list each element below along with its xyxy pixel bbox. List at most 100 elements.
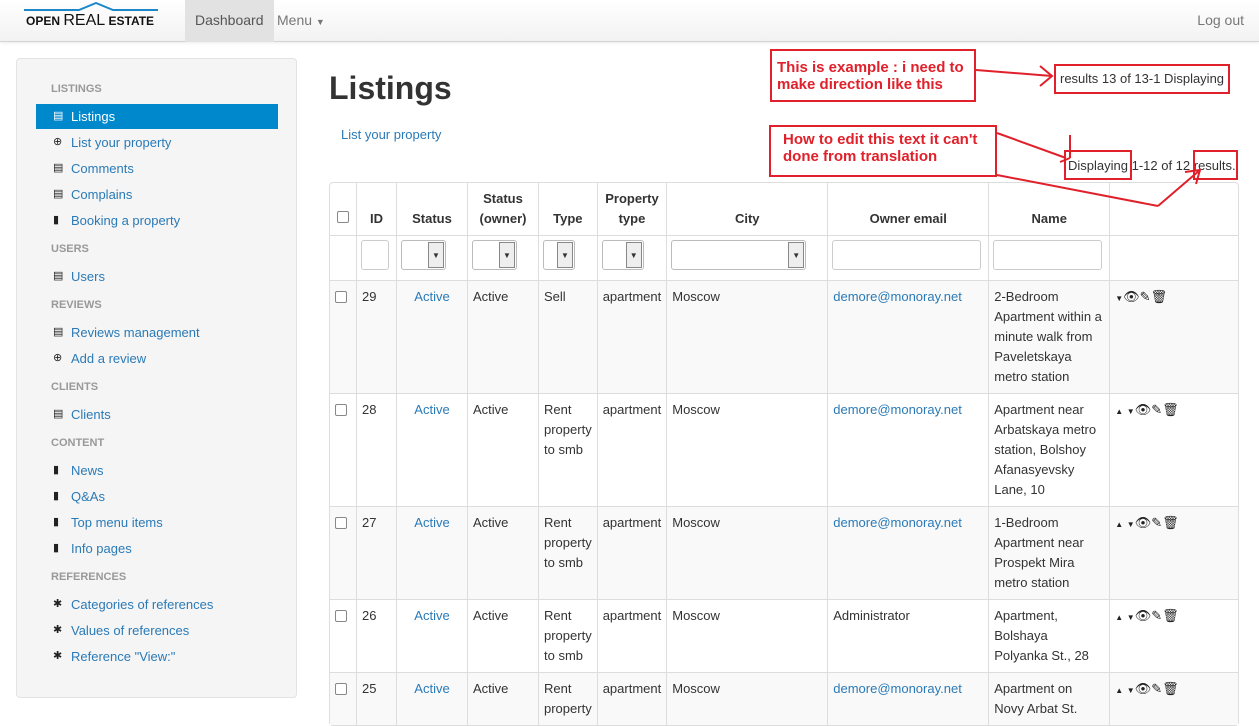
- sidebar-item-users[interactable]: ▤ Users: [36, 264, 278, 289]
- delete-icon[interactable]: 🗑: [1162, 681, 1179, 696]
- sidebar-item-complains[interactable]: ▤ Complains: [36, 182, 278, 207]
- row-select-cell: [330, 393, 356, 506]
- move-up-icon[interactable]: ▲: [1115, 613, 1124, 622]
- logo-real: REAL: [63, 12, 106, 29]
- header-type[interactable]: Type: [538, 183, 597, 235]
- filter-empty: [330, 235, 356, 280]
- cell-owner: demore@monoray.net: [827, 393, 989, 506]
- list-icon: ▤: [53, 162, 64, 174]
- move-down-icon[interactable]: ▼: [1126, 407, 1135, 416]
- nav-menu[interactable]: Menu ▼: [267, 0, 335, 42]
- header-owner-email[interactable]: Owner email: [827, 183, 988, 235]
- cell-city: Moscow: [666, 672, 828, 725]
- cell-status-owner: Active: [467, 506, 538, 599]
- sidebar-item-reference-view[interactable]: ✱ Reference "View:": [36, 644, 278, 669]
- sidebar-item-label: Reviews management: [71, 325, 200, 340]
- status-toggle-link[interactable]: Active: [414, 289, 450, 304]
- filter-type-select[interactable]: ▼: [543, 240, 575, 270]
- filter-id-input[interactable]: [361, 240, 389, 270]
- sidebar-item-add-a-review[interactable]: ⊕ Add a review: [36, 346, 278, 371]
- row-select-cell: [330, 280, 356, 393]
- status-toggle-link[interactable]: Active: [414, 608, 450, 623]
- caret-down-icon: ▼: [499, 242, 515, 268]
- filter-status-owner-select[interactable]: ▼: [472, 240, 517, 270]
- view-icon[interactable]: 👁: [1134, 681, 1152, 696]
- header-id[interactable]: ID: [356, 183, 396, 235]
- sidebar-item-listings[interactable]: ▤ Listings: [36, 104, 278, 129]
- sidebar-item-booking-a-property[interactable]: ▮ Booking a property: [36, 208, 278, 233]
- move-down-icon[interactable]: ▼: [1115, 294, 1124, 303]
- move-up-icon[interactable]: ▲: [1115, 407, 1124, 416]
- row-checkbox[interactable]: [335, 404, 347, 416]
- filter-status-select[interactable]: ▼: [401, 240, 446, 270]
- roof-icon: [24, 2, 158, 11]
- nav-dashboard[interactable]: Dashboard: [185, 0, 274, 42]
- sidebar-item-comments[interactable]: ▤ Comments: [36, 156, 278, 181]
- sidebar-item-label: Complains: [71, 187, 133, 202]
- move-down-icon[interactable]: ▼: [1126, 686, 1135, 695]
- filter-name-input[interactable]: [993, 240, 1103, 270]
- filter-property-type-select[interactable]: ▼: [601, 240, 644, 270]
- edit-icon[interactable]: ✎: [1151, 608, 1163, 623]
- header-property-type[interactable]: Property type: [596, 183, 667, 235]
- select-all-checkbox[interactable]: [337, 211, 349, 223]
- status-toggle-link[interactable]: Active: [414, 681, 450, 696]
- cell-id: 25: [356, 672, 396, 725]
- edit-icon[interactable]: ✎: [1151, 681, 1163, 696]
- sidebar-item-values-of-references[interactable]: ✱ Values of references: [36, 618, 278, 643]
- view-icon[interactable]: 👁: [1123, 289, 1140, 304]
- logo[interactable]: OPEN REAL ESTATE: [24, 2, 160, 36]
- sidebar-item-news[interactable]: ▮ News: [36, 458, 278, 483]
- owner-email[interactable]: demore@monoray.net: [833, 681, 962, 696]
- sidebar-item-info-pages[interactable]: ▮ Info pages: [36, 536, 278, 561]
- owner-email[interactable]: demore@monoray.net: [833, 289, 962, 304]
- delete-icon[interactable]: 🗑: [1162, 402, 1179, 417]
- row-checkbox[interactable]: [335, 291, 347, 303]
- sidebar-item-q-as[interactable]: ▮ Q&As: [36, 484, 278, 509]
- edit-icon[interactable]: ✎: [1151, 515, 1163, 530]
- move-up-icon[interactable]: ▲: [1115, 520, 1124, 529]
- status-toggle-link[interactable]: Active: [414, 515, 450, 530]
- edit-icon[interactable]: ✎: [1151, 402, 1163, 417]
- sidebar-item-reviews-management[interactable]: ▤ Reviews management: [36, 320, 278, 345]
- sidebar-item-categories-of-references[interactable]: ✱ Categories of references: [36, 592, 278, 617]
- row-checkbox[interactable]: [335, 610, 347, 622]
- view-icon[interactable]: 👁: [1134, 402, 1152, 417]
- caret-down-icon: ▼: [557, 242, 573, 268]
- list-icon: ▤: [53, 110, 64, 122]
- cell-owner: demore@monoray.net: [827, 280, 989, 393]
- filter-city-select[interactable]: ▼: [671, 240, 807, 270]
- filter-city-cell: ▼: [666, 235, 828, 280]
- move-down-icon[interactable]: ▼: [1126, 520, 1135, 529]
- cell-name: Apartment, Bolshaya Polyanka St., 28: [988, 599, 1110, 672]
- delete-icon[interactable]: 🗑: [1162, 515, 1179, 530]
- header-status-owner[interactable]: Status (owner): [467, 183, 538, 235]
- sidebar-item-list-your-property[interactable]: ⊕ List your property: [36, 130, 278, 155]
- delete-icon[interactable]: 🗑: [1162, 608, 1179, 623]
- view-icon[interactable]: 👁: [1134, 515, 1152, 530]
- logout-link[interactable]: Log out: [1197, 12, 1244, 28]
- header-status[interactable]: Status: [396, 183, 467, 235]
- move-up-icon[interactable]: ▲: [1115, 686, 1124, 695]
- sidebar-item-clients[interactable]: ▤ Clients: [36, 402, 278, 427]
- row-checkbox[interactable]: [335, 517, 347, 529]
- owner-email[interactable]: demore@monoray.net: [833, 515, 962, 530]
- filter-status-owner-cell: ▼: [467, 235, 538, 280]
- delete-icon[interactable]: 🗑: [1150, 289, 1168, 304]
- cell-name: 1-Bedroom Apartment near Prospekt Mira m…: [988, 506, 1110, 599]
- cell-property-type: apartment: [596, 506, 667, 599]
- cell-id: 27: [356, 506, 396, 599]
- owner-email[interactable]: demore@monoray.net: [833, 402, 962, 417]
- filter-owner-input[interactable]: [832, 240, 982, 270]
- logo-estate: ESTATE: [108, 14, 155, 28]
- header-city[interactable]: City: [666, 183, 827, 235]
- list-your-property-link[interactable]: List your property: [341, 127, 442, 142]
- sidebar-item-top-menu-items[interactable]: ▮ Top menu items: [36, 510, 278, 535]
- status-toggle-link[interactable]: Active: [414, 402, 450, 417]
- edit-icon[interactable]: ✎: [1139, 289, 1151, 304]
- sidebar-section-references: REFERENCES: [51, 571, 127, 583]
- move-down-icon[interactable]: ▼: [1126, 613, 1135, 622]
- logo-open: OPEN: [26, 14, 61, 28]
- view-icon[interactable]: 👁: [1134, 608, 1152, 623]
- header-name[interactable]: Name: [988, 183, 1109, 235]
